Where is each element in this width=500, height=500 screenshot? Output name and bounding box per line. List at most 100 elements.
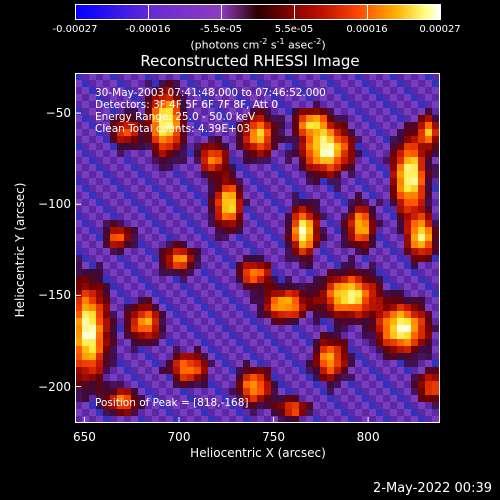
heatmap-cell [110,367,117,374]
heatmap-cell [152,318,159,325]
heatmap-cell [243,388,250,395]
heatmap-cell [187,192,194,199]
heatmap-cell [250,290,257,297]
heatmap-cell [159,157,166,164]
heatmap-cell [82,311,89,318]
heatmap-cell [145,178,152,185]
heatmap-cell [187,108,194,115]
heatmap-cell [418,311,425,318]
heatmap-cell [243,94,250,101]
heatmap-cell [138,311,145,318]
heatmap-cell [103,409,110,416]
heatmap-cell [257,297,264,304]
heatmap-cell [138,325,145,332]
heatmap-cell [320,234,327,241]
heatmap-cell [222,206,229,213]
heatmap-cell [383,129,390,136]
heatmap-cell [320,290,327,297]
heatmap-cell [131,234,138,241]
heatmap-cell [187,332,194,339]
heatmap-cell [313,367,320,374]
heatmap-cell [411,213,418,220]
heatmap-cell [131,94,138,101]
heatmap-cell [138,136,145,143]
heatmap-cell [215,101,222,108]
heatmap-cell [96,318,103,325]
heatmap-cell [285,290,292,297]
heatmap-cell [411,171,418,178]
heatmap-cell [292,388,299,395]
heatmap-cell [278,178,285,185]
heatmap-cell [187,136,194,143]
heatmap-cell [201,101,208,108]
heatmap-cell [124,192,131,199]
heatmap-cell [285,199,292,206]
heatmap-cell [173,192,180,199]
heatmap-cell [376,262,383,269]
heatmap-cell [327,164,334,171]
heatmap-cell [208,304,215,311]
heatmap-cell [82,143,89,150]
heatmap-cell [292,318,299,325]
heatmap-cell [327,388,334,395]
heatmap-cell [299,297,306,304]
heatmap-cell [264,304,271,311]
heatmap-cell [89,332,96,339]
heatmap-cell [425,122,432,129]
heatmap-cell [327,346,334,353]
heatmap-cell [222,150,229,157]
heatmap-cell [229,367,236,374]
heatmap-cell [376,311,383,318]
heatmap-cell [194,255,201,262]
heatmap-cell [194,150,201,157]
heatmap-cell [313,206,320,213]
heatmap-cell [285,283,292,290]
heatmap-cell [285,248,292,255]
annotation-energy: Energy Range: 25.0 - 50.0 keV [95,111,256,123]
heatmap-cell [299,381,306,388]
heatmap-cell [313,374,320,381]
heatmap-cell [341,213,348,220]
heatmap-cell [166,402,173,409]
heatmap-cell [383,185,390,192]
heatmap-cell [173,304,180,311]
heatmap-cell [103,325,110,332]
heatmap-cell [432,164,439,171]
heatmap-cell [432,325,439,332]
heatmap-cell [138,87,145,94]
heatmap-cell [96,122,103,129]
heatmap-cell [348,374,355,381]
heatmap-cell [264,269,271,276]
heatmap-cell [229,353,236,360]
heatmap-cell [131,402,138,409]
heatmap-cell [145,360,152,367]
heatmap-cell [411,108,418,115]
heatmap-cell [390,73,397,80]
heatmap-cell [138,276,145,283]
heatmap-cell [229,178,236,185]
heatmap-cell [215,297,222,304]
heatmap-cell [75,311,82,318]
heatmap-cell [96,353,103,360]
heatmap-cell [404,220,411,227]
heatmap-cell [103,262,110,269]
heatmap-cell [257,332,264,339]
heatmap-cell [201,360,208,367]
heatmap-cell [404,164,411,171]
heatmap-cell [159,150,166,157]
heatmap-cell [180,332,187,339]
heatmap-cell [243,150,250,157]
heatmap-cell [306,73,313,80]
heatmap-cell [222,136,229,143]
heatmap-cell [110,346,117,353]
heatmap-cell [187,94,194,101]
heatmap-cell [180,206,187,213]
heatmap-cell [75,143,82,150]
heatmap-cell [75,80,82,87]
heatmap-cell [110,213,117,220]
heatmap-cell [327,409,334,416]
heatmap-cell [243,213,250,220]
heatmap-cell [264,80,271,87]
heatmap-cell [334,269,341,276]
heatmap-cell [138,374,145,381]
